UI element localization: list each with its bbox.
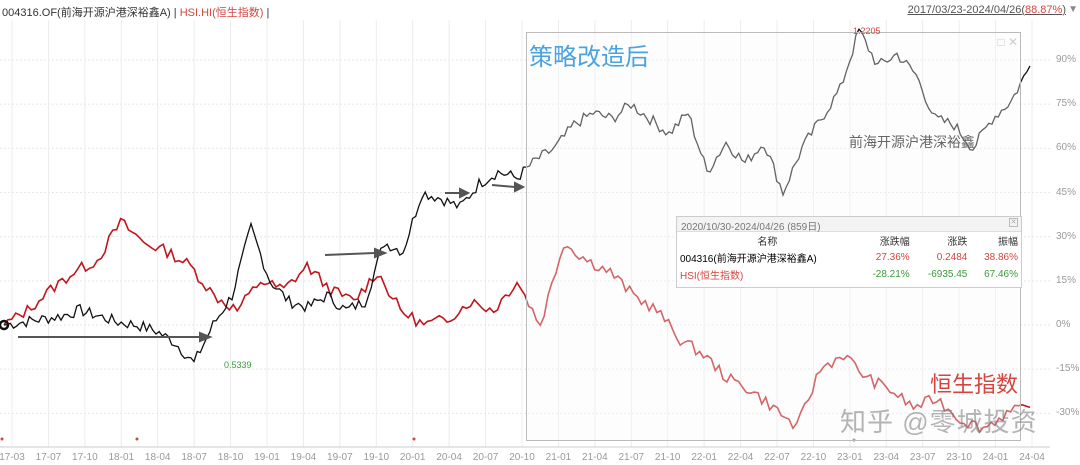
legend-fund[interactable]: 004316.OF(前海开源沪港深裕鑫A) xyxy=(2,7,171,19)
date-range-text: 2017/03/23-2024/04/26( xyxy=(907,4,1026,16)
x-tick-label: 20-04 xyxy=(436,452,462,463)
row-change: 0.2484 xyxy=(936,252,968,263)
x-tick-label: 20-10 xyxy=(509,452,535,463)
x-tick-label: 18-07 xyxy=(181,452,207,463)
x-tick-label: 24-01 xyxy=(982,452,1009,463)
row-change: -6935.45 xyxy=(927,269,968,280)
row-name: 004316(前海开源沪港深裕鑫A) xyxy=(680,254,817,265)
index-name-label: 恒生指数 xyxy=(930,372,1019,397)
y-tick-label: 45% xyxy=(1056,186,1077,198)
y-tick-label: 75% xyxy=(1056,98,1077,110)
low-label: 0.5339 xyxy=(224,360,252,370)
range-pct: 88.87% xyxy=(1025,4,1063,16)
grid-lines xyxy=(0,20,1050,448)
y-tick-label: 30% xyxy=(1056,230,1077,242)
y-tick-label: 15% xyxy=(1056,274,1077,286)
y-tick-label: -15% xyxy=(1056,363,1080,375)
window-buttons-icon[interactable]: □ ✕ xyxy=(997,35,1018,49)
legend: 004316.OF(前海开源沪港深裕鑫A) | HSI.HI(恒生指数) | xyxy=(2,4,269,20)
x-tick-label: 17-07 xyxy=(35,452,62,463)
x-tick-label: 19-01 xyxy=(254,452,280,463)
col-name: 名称 xyxy=(757,237,778,248)
row-amplitude: 67.46% xyxy=(984,269,1018,280)
table-row[interactable]: HSI(恒生指数) -28.21% -6935.45 67.46% xyxy=(677,266,1021,283)
x-tick-label: 17-10 xyxy=(72,452,98,463)
box-title: 策略改造后 xyxy=(529,44,649,71)
hsi-series-line xyxy=(3,217,1031,434)
x-tick-label: 20-01 xyxy=(399,452,426,463)
watermark: 知乎 @零城投资 xyxy=(840,407,1038,437)
y-tick-label: 90% xyxy=(1056,54,1077,65)
x-tick-label: 24-04 xyxy=(1019,452,1045,463)
x-tick-label: 21-04 xyxy=(582,452,608,463)
legend-separator: | xyxy=(263,7,270,19)
x-tick-label: 22-01 xyxy=(691,452,717,463)
table-row[interactable]: 004316(前海开源沪港深裕鑫A) 27.36% 0.2484 38.86% xyxy=(677,249,1021,266)
stats-table: 名称 涨跌幅 涨跌 振幅 004316(前海开源沪港深裕鑫A) 27.36% 0… xyxy=(677,232,1021,283)
x-tick-label: 21-10 xyxy=(654,452,681,463)
row-name: HSI(恒生指数) xyxy=(680,271,744,282)
x-tick-label: 23-10 xyxy=(946,452,972,463)
fund-series-line xyxy=(3,28,1031,363)
x-tick-label: 22-04 xyxy=(727,452,754,463)
date-range[interactable]: 2017/03/23-2024/04/26(88.87%) xyxy=(908,4,1066,16)
chart-header: 004316.OF(前海开源沪港深裕鑫A) | HSI.HI(恒生指数) | 2… xyxy=(0,0,1080,20)
fund-name-label: 前海开源沪港深裕鑫 xyxy=(849,134,975,150)
x-tick-label: 19-04 xyxy=(290,452,317,463)
x-tick-label: 18-10 xyxy=(217,452,244,463)
legend-separator: | xyxy=(170,7,180,19)
x-tick-label: 20-07 xyxy=(472,452,499,463)
x-tick-label: 19-07 xyxy=(327,452,353,463)
x-tick-label: 23-01 xyxy=(837,452,863,463)
x-tick-label: 18-04 xyxy=(144,452,171,463)
x-tick-label: 23-07 xyxy=(909,452,936,463)
x-tick-label: 22-07 xyxy=(764,452,790,463)
x-tick-label: 21-07 xyxy=(618,452,645,463)
trend-arrows xyxy=(18,181,526,343)
close-icon[interactable]: ✕ xyxy=(1009,218,1018,227)
col-change: 涨跌 xyxy=(947,237,968,248)
x-tick-label: 19-10 xyxy=(363,452,390,463)
x-tick-label: 17-03 xyxy=(0,452,25,463)
col-amplitude: 振幅 xyxy=(998,237,1018,248)
x-tick-label: 18-01 xyxy=(108,452,135,463)
start-marker xyxy=(0,319,10,331)
date-range-close: ) xyxy=(1062,4,1066,16)
legend-hsi[interactable]: HSI.HI(恒生指数) xyxy=(179,7,264,19)
y-tick-label: -30% xyxy=(1056,407,1080,419)
row-change-pct: -28.21% xyxy=(872,269,910,280)
y-tick-label: 0% xyxy=(1056,319,1071,330)
y-tick-label: 60% xyxy=(1056,142,1077,154)
stats-title: 2020/10/30-2024/04/26 (859日) xyxy=(681,222,821,233)
row-change-pct: 27.36% xyxy=(875,252,910,263)
peak-label: 1.2205 xyxy=(853,26,881,36)
x-tick-label: 23-04 xyxy=(873,452,900,463)
stats-panel: 2020/10/30-2024/04/26 (859日) ✕ 名称 涨跌幅 涨跌… xyxy=(676,216,1022,288)
dropdown-triangle-icon[interactable]: ▼ xyxy=(1068,4,1078,15)
x-tick-label: 21-01 xyxy=(545,452,572,463)
stats-header: 2020/10/30-2024/04/26 (859日) ✕ xyxy=(677,217,1021,233)
row-amplitude: 38.86% xyxy=(984,252,1018,263)
col-change-pct: 涨跌幅 xyxy=(879,237,910,248)
x-tick-label: 22-10 xyxy=(800,452,827,463)
